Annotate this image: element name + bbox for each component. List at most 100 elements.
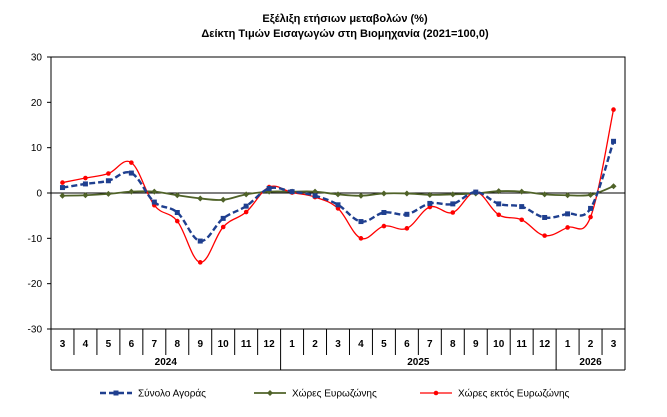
data-point — [519, 217, 524, 223]
data-point — [174, 209, 180, 215]
series-eurozone — [59, 183, 617, 203]
series-line — [62, 109, 615, 264]
data-point — [611, 107, 616, 112]
data-point — [587, 191, 594, 198]
data-point — [128, 170, 134, 176]
series-non-eurozone — [60, 107, 616, 265]
x-tick-label: 3 — [60, 339, 66, 350]
data-point — [197, 238, 203, 244]
data-point — [129, 160, 134, 165]
x-tick-label: 7 — [427, 339, 433, 350]
data-point — [243, 209, 249, 215]
data-point — [358, 236, 364, 241]
data-point — [197, 195, 204, 202]
x-tick-label: 1 — [565, 339, 571, 350]
x-tick-label: 11 — [516, 339, 527, 350]
data-point — [403, 190, 410, 197]
data-point — [151, 188, 158, 195]
data-point — [380, 190, 387, 197]
data-point — [106, 171, 111, 176]
x-tick-label: 2 — [588, 339, 594, 350]
x-year-label: 2024 — [155, 357, 178, 368]
data-point — [565, 225, 570, 230]
data-point — [312, 188, 319, 195]
data-point — [495, 188, 502, 195]
x-tick-label: 4 — [83, 339, 89, 350]
data-point — [289, 189, 295, 195]
legend-marker — [267, 390, 273, 396]
data-point — [59, 185, 65, 191]
x-tick-label: 3 — [335, 339, 341, 350]
x-tick-label: 9 — [473, 339, 479, 350]
x-tick-label: 1 — [289, 339, 295, 350]
data-point — [611, 138, 617, 144]
x-tick-label: 11 — [241, 339, 252, 350]
data-point — [473, 189, 479, 195]
data-point — [542, 214, 548, 220]
y-tick-label: -10 — [28, 234, 43, 245]
data-point — [496, 212, 502, 218]
data-point — [335, 202, 341, 208]
x-tick-label: 10 — [218, 339, 230, 350]
data-point — [541, 191, 548, 198]
data-point — [610, 183, 617, 190]
data-point — [358, 219, 364, 225]
data-point — [220, 215, 226, 221]
data-point — [174, 218, 180, 224]
x-tick-label: 4 — [358, 339, 364, 350]
legend-label: Χώρες εκτός Ευρωζώνης — [458, 388, 570, 400]
x-tick-label: 5 — [381, 339, 387, 350]
x-tick-label: 12 — [539, 339, 551, 350]
data-point — [312, 193, 318, 199]
data-point — [542, 233, 547, 238]
data-point — [381, 209, 387, 215]
x-year-label: 2025 — [407, 357, 430, 368]
x-year-label: 2026 — [579, 357, 602, 368]
data-point — [174, 192, 181, 199]
data-point — [588, 214, 593, 220]
data-point — [450, 201, 456, 207]
data-point — [404, 226, 410, 231]
legend-label: Σύνολο Αγοράς — [138, 388, 206, 400]
series-layer — [59, 107, 617, 265]
data-point — [496, 201, 502, 207]
data-point — [565, 211, 571, 217]
data-point — [59, 192, 66, 199]
data-point — [243, 191, 250, 198]
legend-label: Χώρες Ευρωζώνης — [292, 388, 377, 400]
x-tick-label: 7 — [152, 339, 158, 350]
x-tick-label: 9 — [197, 339, 203, 350]
data-point — [381, 223, 387, 229]
x-tick-label: 3 — [611, 339, 617, 350]
y-tick-label: 30 — [31, 53, 43, 64]
y-tick-label: 0 — [36, 189, 42, 200]
data-point — [518, 188, 525, 195]
data-point — [82, 192, 89, 199]
x-tick-label: 10 — [493, 339, 505, 350]
legend-item: Σύνολο Αγοράς — [100, 388, 206, 400]
y-tick-label: 10 — [31, 143, 43, 154]
data-point — [450, 210, 456, 215]
legend: Σύνολο Αγοράς Χώρες Ευρωζώνης Χώρες εκτός … — [100, 388, 570, 400]
x-tick-label: 6 — [129, 339, 135, 350]
legend-marker — [433, 390, 439, 396]
data-point — [151, 199, 157, 205]
y-tick-label: -30 — [28, 325, 43, 336]
chart-title: Εξέλιξη ετήσιων μεταβολών (%) — [262, 13, 428, 25]
data-point — [105, 190, 112, 197]
x-tick-label: 2 — [312, 339, 318, 350]
data-point — [427, 200, 433, 206]
data-point — [266, 185, 272, 191]
data-point — [335, 191, 341, 198]
legend-item: Χώρες Ευρωζώνης — [254, 388, 377, 400]
data-point — [197, 260, 203, 265]
data-point — [449, 191, 456, 198]
data-point — [357, 192, 364, 199]
x-tick-label: 5 — [106, 339, 112, 350]
data-point — [128, 188, 135, 195]
data-point — [105, 178, 111, 184]
x-tick-label: 6 — [404, 339, 410, 350]
